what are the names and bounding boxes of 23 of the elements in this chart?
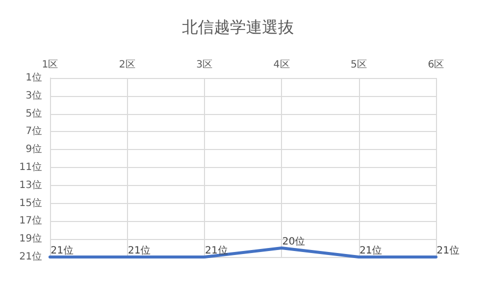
y-tick-label: 5位 xyxy=(26,107,42,120)
y-tick-label: 9位 xyxy=(26,143,42,156)
y-tick-label: 13位 xyxy=(19,178,42,191)
data-label: 21位 xyxy=(436,244,460,256)
y-tick-label: 1位 xyxy=(26,72,42,84)
y-tick-label: 19位 xyxy=(19,232,42,245)
x-tick-label: 2区 xyxy=(119,60,136,70)
x-tick-label: 1区 xyxy=(42,60,58,70)
x-tick-label: 6区 xyxy=(428,60,444,70)
data-label: 21位 xyxy=(50,244,74,256)
y-tick-label: 11位 xyxy=(19,161,42,173)
y-tick-label: 21位 xyxy=(19,250,42,262)
y-tick-label: 3位 xyxy=(26,89,42,102)
y-tick-label: 7位 xyxy=(26,125,42,138)
data-label: 21位 xyxy=(128,244,151,256)
data-label: 20位 xyxy=(282,236,305,248)
y-tick-label: 17位 xyxy=(19,214,42,227)
x-tick-label: 5区 xyxy=(350,60,367,70)
chart-title: 北信越学連選抜 xyxy=(182,18,294,36)
x-tick-label: 3区 xyxy=(196,60,213,70)
x-tick-label: 4区 xyxy=(273,60,290,70)
data-label: 21位 xyxy=(359,244,382,256)
y-tick-label: 15位 xyxy=(19,196,42,209)
